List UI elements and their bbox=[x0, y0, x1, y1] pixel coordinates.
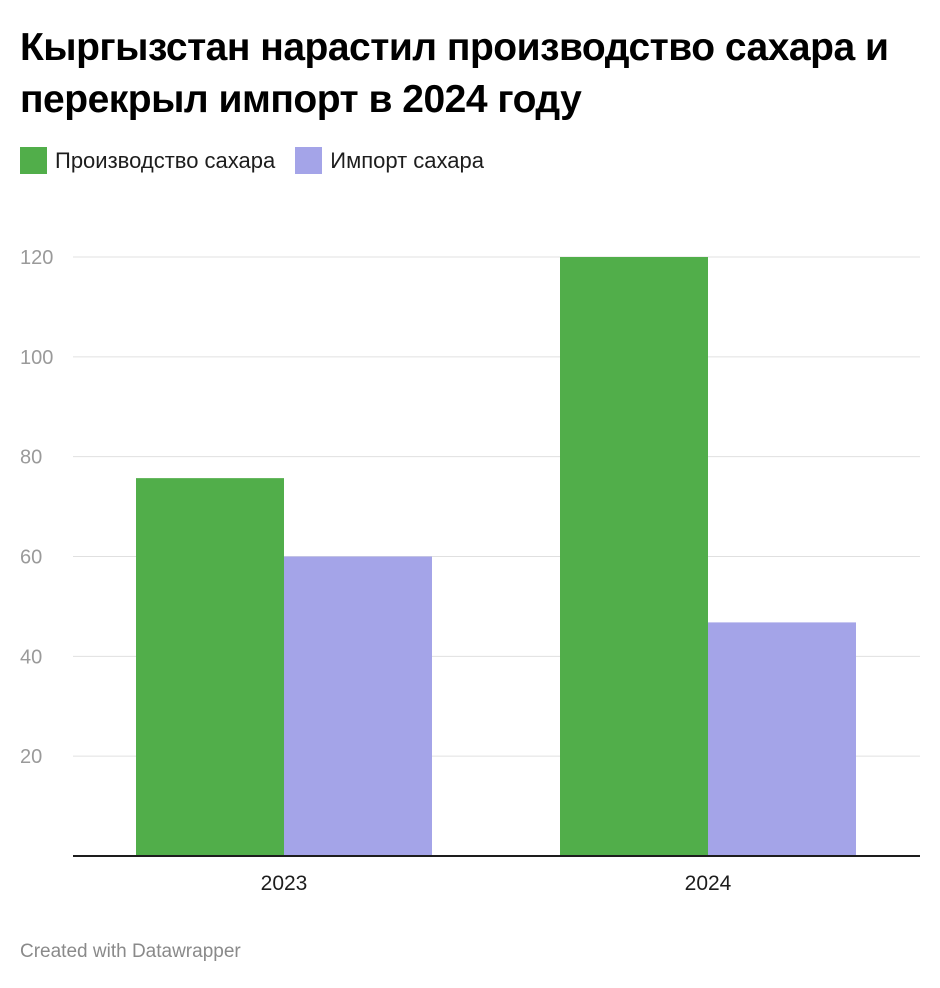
bar-import-2024 bbox=[708, 622, 856, 856]
legend-item-production: Производство сахара bbox=[20, 147, 275, 174]
y-tick-label: 20 bbox=[20, 746, 42, 768]
legend: Производство сахара Импорт сахара bbox=[20, 147, 504, 174]
y-tick-label: 40 bbox=[20, 646, 42, 668]
y-tick-label: 120 bbox=[20, 247, 53, 269]
chart-title: Кыргызстан нарастил производство сахара … bbox=[20, 26, 889, 121]
legend-swatch-import bbox=[295, 147, 323, 174]
x-tick-label: 2023 bbox=[261, 872, 308, 895]
y-tick-label: 80 bbox=[20, 447, 42, 469]
bar-import-2023 bbox=[284, 556, 432, 856]
y-tick-label: 60 bbox=[20, 547, 42, 569]
legend-label-production: Производство сахара bbox=[55, 147, 276, 173]
legend-label-import: Импорт сахара bbox=[330, 147, 484, 173]
bar-production-2023 bbox=[136, 478, 284, 856]
bar-production-2024 bbox=[560, 257, 708, 856]
legend-item-import: Импорт сахара bbox=[295, 147, 484, 174]
legend-swatch-production bbox=[20, 147, 47, 174]
x-tick-label: 2024 bbox=[685, 872, 732, 895]
y-tick-label: 100 bbox=[20, 347, 53, 369]
footer-credit: Created with Datawrapper bbox=[20, 941, 241, 962]
